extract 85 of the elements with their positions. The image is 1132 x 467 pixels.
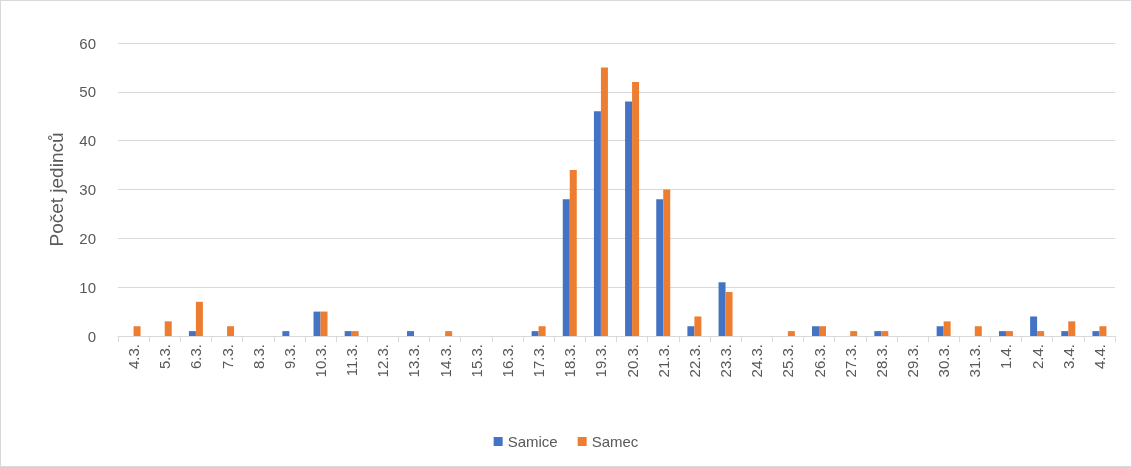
bar	[687, 326, 695, 336]
bar	[1005, 331, 1013, 336]
x-tick-label: 31.3.	[966, 344, 984, 378]
bar	[787, 331, 795, 336]
x-tick-label: 24.3.	[748, 344, 766, 378]
bar	[632, 82, 640, 336]
bar	[936, 326, 944, 336]
x-tick-label: 30.3.	[935, 344, 953, 378]
bar	[188, 331, 196, 336]
x-tick-label: 12.3.	[374, 344, 392, 378]
y-tick-label: 40	[79, 132, 96, 150]
x-tick-label: 23.3.	[717, 344, 735, 378]
y-tick-label: 20	[79, 229, 96, 247]
y-axis-title: Počet jedinců	[46, 132, 67, 247]
bar	[663, 189, 671, 336]
bar	[998, 331, 1006, 336]
x-tick-label: 21.3.	[654, 344, 672, 378]
x-tick-label: 25.3.	[779, 344, 797, 378]
bar	[943, 321, 951, 336]
x-tick-label: 3.4.	[1059, 344, 1077, 370]
bar	[569, 169, 577, 336]
x-tick-label: 15.3.	[467, 344, 485, 378]
bar	[562, 199, 570, 336]
x-tick-label: 22.3.	[685, 344, 703, 378]
bar	[227, 326, 235, 336]
bar	[1099, 326, 1107, 336]
bar	[445, 331, 453, 336]
bar	[406, 331, 414, 336]
bar	[974, 326, 982, 336]
x-tick-label: 9.3.	[280, 344, 298, 370]
bar	[195, 301, 203, 336]
x-tick-label: 20.3.	[623, 344, 641, 378]
bar	[600, 67, 608, 336]
y-tick-label: 10	[79, 278, 96, 296]
bar	[344, 331, 352, 336]
bar	[538, 326, 546, 336]
bar	[164, 321, 172, 336]
x-tick-label: 5.3.	[156, 344, 174, 370]
bar	[1037, 331, 1045, 336]
bar	[874, 331, 882, 336]
y-tick-label: 30	[79, 181, 96, 198]
x-tick-label: 10.3.	[312, 344, 330, 378]
bar	[725, 292, 733, 336]
x-tick-label: 29.3.	[903, 344, 921, 378]
x-tick-label: 27.3.	[841, 344, 859, 378]
bar	[320, 311, 328, 336]
x-tick-label: 7.3.	[218, 344, 236, 370]
bar	[313, 311, 321, 336]
x-tick-label: 6.3.	[187, 344, 205, 370]
y-tick-label: 50	[79, 83, 96, 101]
bar	[1030, 316, 1038, 336]
x-tick-label: 13.3.	[405, 344, 423, 378]
x-tick-label: 17.3.	[530, 344, 548, 378]
bar	[656, 199, 664, 336]
bar	[850, 331, 858, 336]
x-tick-label: 4.4.	[1090, 344, 1108, 370]
bar	[282, 331, 290, 336]
bar	[1061, 331, 1069, 336]
bar	[531, 331, 539, 336]
legend-label: Samec	[591, 433, 639, 450]
x-tick-label: 28.3.	[872, 344, 890, 378]
x-tick-label: 18.3.	[561, 344, 579, 378]
bar	[133, 326, 141, 336]
x-tick-label: 16.3.	[498, 344, 516, 378]
x-tick-label: 4.3.	[125, 344, 143, 370]
bar	[694, 316, 702, 336]
x-tick-label: 8.3.	[249, 344, 267, 370]
bar	[718, 282, 726, 336]
bar	[819, 326, 827, 336]
y-tick-label: 0	[87, 327, 96, 345]
bar	[625, 101, 633, 336]
bar	[593, 111, 601, 336]
x-tick-label: 26.3.	[810, 344, 828, 378]
bar	[351, 331, 359, 336]
bar	[1068, 321, 1076, 336]
x-tick-label: 11.3.	[343, 344, 361, 377]
x-tick-label: 2.4.	[1028, 344, 1046, 370]
bar	[1092, 331, 1100, 336]
y-tick-label: 60	[79, 34, 96, 52]
x-tick-label: 19.3.	[592, 344, 610, 378]
legend-label: Samice	[507, 433, 558, 450]
bar	[881, 331, 889, 336]
x-tick-label: 14.3.	[436, 344, 454, 378]
x-tick-label: 1.4.	[997, 344, 1015, 370]
bar	[812, 326, 820, 336]
